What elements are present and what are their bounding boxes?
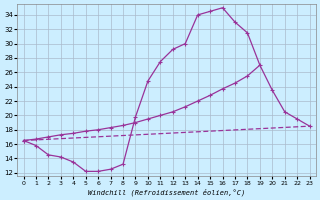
X-axis label: Windchill (Refroidissement éolien,°C): Windchill (Refroidissement éolien,°C) [88, 188, 245, 196]
